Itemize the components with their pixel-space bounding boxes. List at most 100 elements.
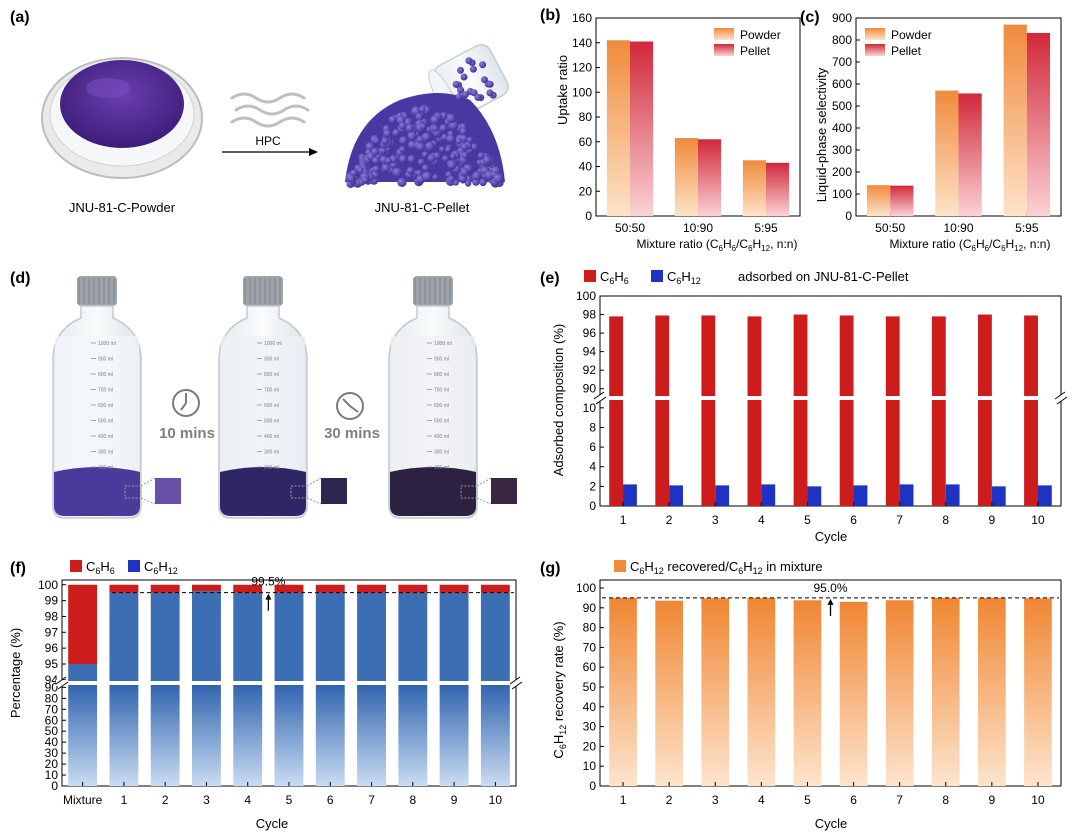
x-tick-label: 7 [896,513,903,527]
bar-recovery-cycle-8 [931,597,960,786]
bottle-cap [413,276,453,306]
y-tick-label: 30 [45,746,59,760]
axis-break-gap [510,680,522,686]
y-tick-label: 0 [51,779,58,793]
bead [361,176,369,184]
bead [383,129,392,138]
grad-label: 900 ml [434,357,449,363]
bar-c6h6-cycle-9 [978,314,992,506]
y-tick-label: 900 [832,11,852,25]
legend-label-c6h6-f: C6H6 [86,559,115,576]
bar-c6h12-upper-5 [274,592,304,683]
bead [421,132,432,142]
clock-icon-10 [172,389,200,417]
bead [481,76,488,84]
panel-c-label: (c) [800,9,820,26]
bar-c6h12-lower-7 [357,683,386,786]
x-tick-label: 2 [666,793,673,807]
y-tick-label: 60 [583,660,597,674]
bead [460,134,468,143]
y-tick-label: 0 [845,209,852,223]
bead [470,89,478,97]
bead [447,160,457,170]
legend-swatch-c6h12 [651,270,663,282]
axis-break-gap [56,680,68,686]
panel-f-label: (f) [10,560,26,577]
x-tick-label: Mixture [63,793,103,807]
time-label-10: 10 mins [159,425,215,442]
panel-f: (f) C6H6 C6H12 9495969798991000102030405… [8,559,523,831]
x-tick-label: 3 [203,793,210,807]
y-tick-label: 800 [832,33,852,47]
pellet-pile-image [345,43,509,188]
bead [439,146,446,153]
grad-label: 200 ml [264,465,279,471]
y-tick-label: 10 [583,401,597,415]
y-tick-label: 6 [589,440,596,454]
reference-arrow-head [265,593,272,600]
bar-recovery-cycle-5 [793,600,822,786]
chart-b-xlabel: Mixture ratio (C6H6/C6H12, n:n) [637,237,798,253]
axis-break-mark [595,396,607,405]
time-label-30: 30 mins [324,425,380,442]
bead [399,146,406,153]
panel-g: (g) C6H12 recovered/C6H12 in mixture 0 10… [540,559,1062,831]
bead [419,106,426,113]
bar-recovery-cycle-1 [609,597,637,786]
bead [446,134,456,144]
legend-swatch-c6h12-f [128,560,140,572]
bar-powder-5:95 [742,160,766,216]
y-tick-label: 94 [45,673,59,687]
zoom-box [290,485,308,499]
powder-dish-image [41,57,203,179]
x-tick-label: 9 [989,513,996,527]
y-tick-label: 98 [45,609,59,623]
x-tick-label: 9 [451,793,458,807]
bead [452,80,460,88]
bead [421,151,429,158]
y-tick-label: 90 [583,601,597,615]
grad-label: 400 ml [264,434,279,440]
bead [464,180,472,187]
y-tick-label: 98 [583,308,597,322]
grad-label: 900 ml [98,357,113,363]
bar-c6h6-4 [233,584,263,593]
bar-c6h12-cycle-4 [761,484,776,506]
bar-c6h12-cycle-2 [669,485,683,506]
zoom-box [124,485,142,499]
grad-label: 400 ml [434,434,449,440]
color-swatch [321,478,347,504]
x-tick-label: 6 [850,513,857,527]
bar-c6h6-cycle-7 [885,316,900,506]
legend-label-recovery: C6H12 recovered/C6H12 in mixture [630,559,823,576]
bar-c6h12-upper-4 [233,592,263,683]
axis-break-mark [593,391,605,400]
axis-break-mark [511,681,523,690]
x-tick-label: 10 [1031,793,1045,807]
bar-c6h12-lower-1 [109,683,139,786]
panel-d-label: (d) [10,270,30,287]
legend-swatch-pellet [714,44,734,56]
y-tick-label: 0 [589,779,596,793]
zoom-box [460,485,478,499]
grad-label: 1000 ml [264,341,282,347]
y-tick-label: 40 [583,700,597,714]
grad-label: 200 ml [434,465,449,471]
hpc-waves-icon [230,92,310,128]
grad-label: 600 ml [434,403,449,409]
legend-label-c6h12-f: C6H12 [144,559,178,576]
y-tick-label: 92 [583,363,597,377]
grad-label: 500 ml [434,419,449,425]
panel-c: (c) 0 100 200 300 400 500 600 700 800 900 50:50 10:… [800,9,1062,253]
grad-label: 400 ml [98,434,113,440]
x-tick-label: 5 [286,793,293,807]
x-tick-label: 1 [121,793,128,807]
color-swatch [155,478,181,504]
pellet-beads [345,57,504,188]
grad-label: 600 ml [98,403,113,409]
x-tick-label: 5:95 [1015,221,1039,235]
zoom-line [306,497,322,505]
color-swatch [491,478,517,504]
bar-c6h12-lower-8 [398,683,428,786]
powder-caption: JNU-81-C-Powder [69,200,176,215]
